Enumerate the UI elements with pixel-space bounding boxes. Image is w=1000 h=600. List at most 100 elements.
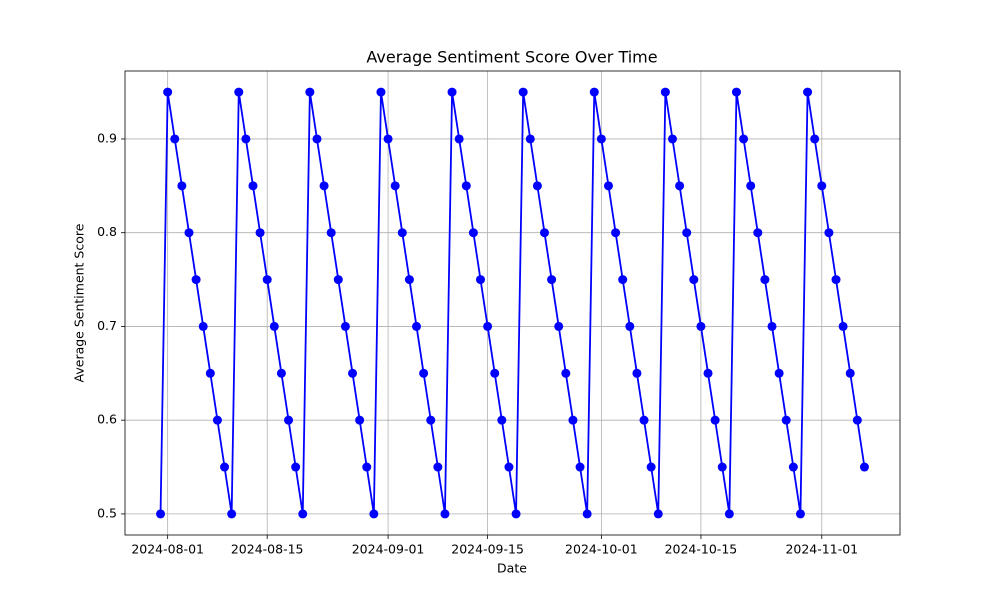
data-point <box>532 181 542 191</box>
data-point <box>454 134 464 144</box>
data-point <box>234 87 244 97</box>
data-point <box>810 134 820 144</box>
data-point <box>824 228 834 238</box>
data-point <box>596 134 606 144</box>
data-point <box>390 181 400 191</box>
y-tick-label: 0.8 <box>97 224 117 239</box>
x-tick-label: 2024-09-01 <box>352 542 425 557</box>
data-point <box>369 509 379 519</box>
data-point <box>682 228 692 238</box>
data-point <box>376 87 386 97</box>
data-point <box>362 462 372 472</box>
data-point <box>639 415 649 425</box>
data-point <box>156 509 166 519</box>
data-point <box>404 275 414 285</box>
data-point <box>198 321 208 331</box>
data-point <box>632 368 642 378</box>
data-point <box>625 321 635 331</box>
data-point <box>660 87 670 97</box>
x-tick-label: 2024-08-15 <box>231 542 304 557</box>
data-point <box>333 275 343 285</box>
data-point <box>717 462 727 472</box>
y-tick-label: 0.5 <box>97 505 117 520</box>
data-point <box>184 228 194 238</box>
data-point <box>163 87 173 97</box>
plot-frame <box>124 70 901 536</box>
data-point <box>539 228 549 238</box>
data-point <box>817 181 827 191</box>
data-point <box>248 181 258 191</box>
data-point <box>781 415 791 425</box>
data-point <box>220 462 230 472</box>
data-point <box>461 181 471 191</box>
data-point <box>383 134 393 144</box>
data-point <box>831 275 841 285</box>
data-point <box>774 368 784 378</box>
data-point <box>191 275 201 285</box>
data-point <box>177 181 187 191</box>
data-point <box>348 368 358 378</box>
data-line <box>159 91 866 515</box>
x-tick-label: 2024-08-01 <box>131 542 204 557</box>
data-point <box>675 181 685 191</box>
data-point <box>483 321 493 331</box>
data-point <box>312 134 322 144</box>
data-point <box>589 87 599 97</box>
y-tick-label: 0.6 <box>97 412 117 427</box>
data-point <box>710 415 720 425</box>
data-point <box>468 228 478 238</box>
data-point <box>269 321 279 331</box>
data-point <box>525 134 535 144</box>
y-tick-label: 0.9 <box>97 130 117 145</box>
data-point <box>241 134 251 144</box>
data-point <box>667 134 677 144</box>
data-point <box>476 275 486 285</box>
data-point <box>568 415 578 425</box>
data-point <box>859 462 869 472</box>
data-point <box>760 275 770 285</box>
data-point <box>284 415 294 425</box>
x-tick-label: 2024-11-01 <box>785 542 858 557</box>
data-point <box>276 368 286 378</box>
data-point <box>518 87 528 97</box>
data-point <box>696 321 706 331</box>
data-point <box>753 228 763 238</box>
data-point <box>419 368 429 378</box>
data-point <box>689 275 699 285</box>
data-point <box>618 275 628 285</box>
data-point <box>212 415 222 425</box>
data-point <box>653 509 663 519</box>
data-point <box>255 228 265 238</box>
x-tick-label: 2024-09-15 <box>451 542 524 557</box>
data-point <box>319 181 329 191</box>
data-point <box>426 415 436 425</box>
data-point <box>646 462 656 472</box>
data-point <box>611 228 621 238</box>
data-point <box>440 509 450 519</box>
data-point <box>170 134 180 144</box>
x-axis-label: Date <box>497 561 527 576</box>
data-point <box>227 509 237 519</box>
data-point <box>803 87 813 97</box>
data-point <box>305 87 315 97</box>
data-point <box>838 321 848 331</box>
y-axis-label: Average Sentiment Score <box>72 223 87 382</box>
data-point <box>433 462 443 472</box>
data-point <box>788 462 798 472</box>
data-point <box>739 134 749 144</box>
data-point <box>412 321 422 331</box>
chart-title: Average Sentiment Score Over Time <box>366 48 657 67</box>
x-tick-label: 2024-10-15 <box>665 542 738 557</box>
data-point <box>447 87 457 97</box>
data-point <box>298 509 308 519</box>
data-point <box>511 509 521 519</box>
data-point <box>582 509 592 519</box>
data-point <box>724 509 734 519</box>
data-point <box>205 368 215 378</box>
data-point <box>703 368 713 378</box>
data-point <box>340 321 350 331</box>
data-point <box>326 228 336 238</box>
data-point <box>291 462 301 472</box>
